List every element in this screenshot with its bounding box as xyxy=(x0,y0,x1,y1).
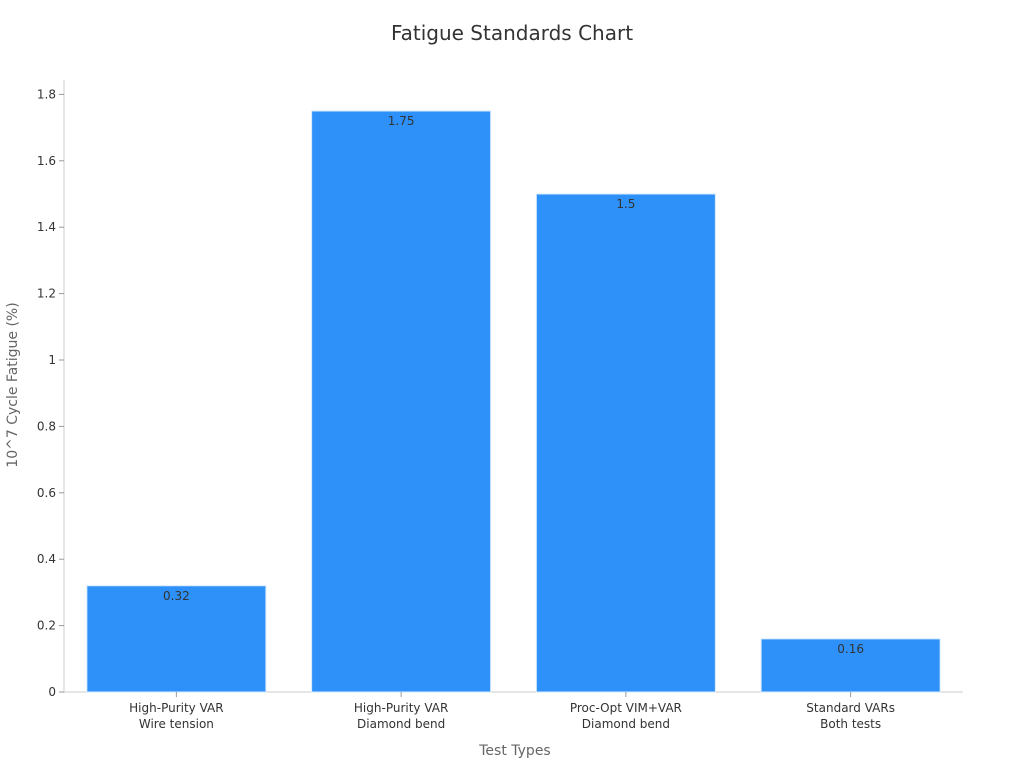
x-axis-labels: High-Purity VAR Wire tension High-Purity V… xyxy=(129,692,895,731)
y-tick-label: 1.2 xyxy=(37,287,56,301)
y-tick-label: 0 xyxy=(48,685,56,699)
bar xyxy=(86,585,267,693)
x-tick-label: Diamond bend xyxy=(582,717,670,731)
y-axis-title: 10^7 Cycle Fatigue (%) xyxy=(5,302,21,467)
bar-value-label: 1.5 xyxy=(616,197,635,211)
bar-value-label: 0.32 xyxy=(163,589,190,603)
x-tick-label: Diamond bend xyxy=(357,717,445,731)
chart-title: Fatigue Standards Chart xyxy=(391,21,633,45)
y-tick-label: 1.4 xyxy=(37,220,56,234)
bar xyxy=(311,110,492,693)
x-axis-title: Test Types xyxy=(478,743,550,759)
y-tick-label: 1.8 xyxy=(37,87,56,101)
bar xyxy=(760,638,941,693)
x-tick-label: High-Purity VAR xyxy=(129,701,223,715)
x-tick-label: High-Purity VAR xyxy=(354,701,448,715)
y-tick-label: 0.6 xyxy=(37,486,56,500)
y-axis-ticks: 0 0.2 0.4 0.6 0.8 1 1.2 1.4 1.6 1.8 xyxy=(37,87,64,699)
y-tick-label: 0.2 xyxy=(37,619,56,633)
y-tick-label: 0.8 xyxy=(37,419,56,433)
y-tick-label: 0.4 xyxy=(37,552,56,566)
bar xyxy=(535,193,716,693)
x-tick-label: Proc-Opt VIM+VAR xyxy=(570,701,682,715)
bar-value-label: 1.75 xyxy=(388,114,415,128)
bars-group: 0.32 1.75 1.5 0.16 xyxy=(86,110,941,693)
x-tick-label: Standard VARs xyxy=(806,701,895,715)
x-tick-label: Wire tension xyxy=(139,717,214,731)
y-tick-label: 1 xyxy=(48,353,56,367)
x-tick-label: Both tests xyxy=(820,717,881,731)
y-tick-label: 1.6 xyxy=(37,154,56,168)
bar-value-label: 0.16 xyxy=(837,642,864,656)
